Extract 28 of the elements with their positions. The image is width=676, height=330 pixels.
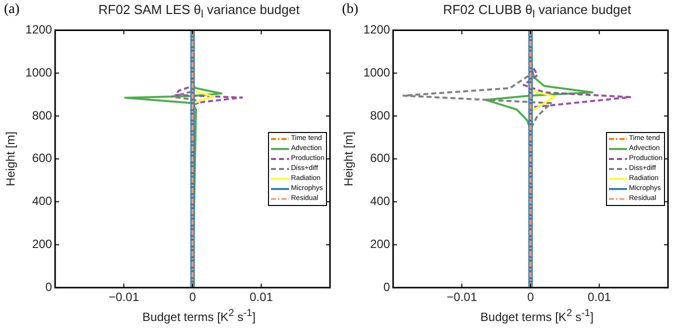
text: (b) [342,2,358,18]
y-tick-label: 600 [32,151,52,166]
x-tick-label: 0 [527,290,534,304]
chart-title: RF02 CLUBB θ$_{l}$ variance budget [442,2,632,21]
y-axis-title: Height [m] [342,132,356,186]
y-tick-label: 400 [370,194,390,208]
y-tick-label: 0 [383,280,390,294]
y-tick-label: 400 [32,194,52,208]
y-tick-label: 1000 [363,65,390,80]
y-tick-label: 1200 [25,22,52,37]
y-axis-title: Height [m] [4,132,18,186]
y-tick-label: 1000 [25,65,52,80]
x-tick-label: −0.01 [446,290,478,304]
y-tick-label: 1200 [363,22,390,37]
y-tick-label: 200 [32,237,52,252]
y-tick-label: 800 [370,108,390,122]
y-tick-label: 200 [370,237,390,252]
y-tick-label: 600 [370,151,390,166]
x-tick-label: 0 [189,290,196,304]
x-axis-title: Budget terms [K$^{2}$ s$^{-1}$] [141,308,257,324]
x-tick-label: 0.01 [588,290,612,304]
y-tick-label: 800 [32,108,52,122]
y-tick-label: 0 [45,280,52,294]
x-tick-label: −0.01 [108,290,140,304]
x-tick-label: 0.01 [250,290,274,304]
x-axis-title: Budget terms [K$^{2}$ s$^{-1}$] [479,308,595,324]
text: (a) [4,2,20,18]
chart-title: RF02 SAM LES θ$_{l}$ variance budget [97,2,301,21]
